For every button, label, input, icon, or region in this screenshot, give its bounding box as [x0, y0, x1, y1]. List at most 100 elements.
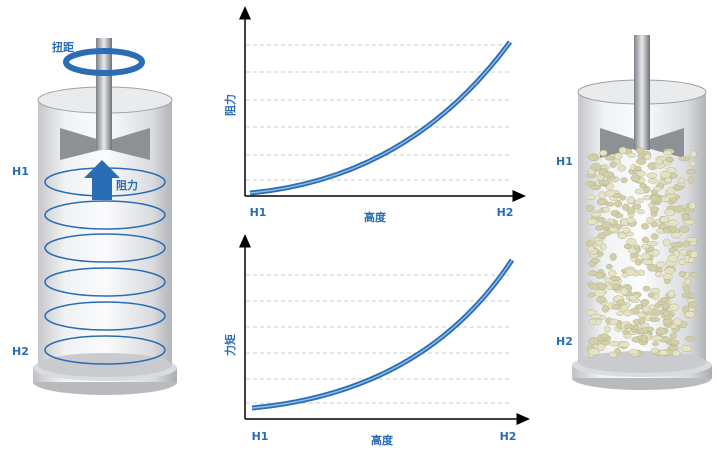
particle — [682, 214, 689, 220]
particle — [591, 258, 599, 263]
particle — [685, 336, 694, 341]
particle — [591, 314, 601, 319]
particle — [617, 311, 624, 315]
bottom-chart — [245, 240, 524, 419]
particle — [596, 240, 603, 245]
particle — [685, 311, 695, 317]
particle — [637, 209, 644, 214]
particle — [648, 179, 657, 184]
particle — [605, 156, 615, 161]
particle — [645, 327, 654, 331]
particle — [618, 165, 626, 171]
particle — [669, 304, 679, 311]
x-end-label: H2 — [500, 430, 517, 443]
particle — [596, 296, 606, 303]
particle — [651, 348, 658, 353]
particle — [587, 219, 598, 225]
particle — [686, 237, 697, 242]
particle — [629, 295, 637, 300]
particle — [650, 195, 659, 202]
particle — [635, 189, 645, 194]
particle — [622, 273, 628, 278]
particle — [660, 297, 669, 302]
particle — [684, 220, 694, 225]
particle — [680, 226, 689, 233]
particle — [668, 255, 677, 262]
particle — [671, 242, 681, 247]
particle — [688, 257, 694, 262]
x-end-label: H2 — [497, 206, 514, 219]
particle — [663, 273, 672, 279]
particle — [681, 345, 691, 352]
particle — [665, 178, 672, 183]
particle — [624, 244, 632, 249]
torque-label: 扭距 — [52, 40, 74, 54]
particle — [627, 153, 636, 158]
particle — [643, 195, 651, 200]
particle — [669, 340, 679, 345]
particle — [612, 283, 619, 290]
particle — [610, 162, 617, 168]
particle — [614, 153, 622, 159]
particle — [627, 218, 636, 223]
particle — [586, 241, 595, 246]
particle — [663, 310, 669, 316]
particle — [665, 157, 672, 161]
particle — [683, 286, 690, 293]
particle — [643, 286, 650, 291]
particle — [608, 270, 616, 276]
particle — [635, 259, 642, 266]
particle — [647, 173, 657, 179]
particle — [636, 158, 646, 165]
particle — [679, 271, 686, 276]
particle — [642, 237, 649, 243]
x-axis-label: 高度 — [364, 210, 387, 224]
particle — [670, 333, 676, 339]
particle — [652, 336, 663, 341]
particle — [642, 306, 650, 312]
particle — [674, 206, 684, 212]
particle — [671, 232, 680, 238]
particle — [659, 350, 668, 355]
curve-highlight — [250, 42, 510, 193]
particle — [610, 253, 617, 260]
particle — [627, 208, 635, 215]
particle — [664, 151, 672, 156]
particle — [690, 151, 696, 158]
particle — [650, 207, 659, 213]
particle — [650, 309, 660, 316]
particle — [588, 245, 595, 252]
x-start-label: H1 — [252, 430, 269, 443]
particle — [621, 178, 628, 183]
particle — [612, 304, 622, 310]
particle — [599, 192, 606, 199]
particle — [610, 276, 620, 281]
resistance-label: 阻力 — [116, 178, 138, 192]
particle — [670, 197, 677, 202]
particle — [647, 264, 657, 271]
particle — [600, 334, 608, 339]
particle — [689, 202, 696, 209]
particle — [634, 245, 640, 250]
particle — [682, 293, 690, 298]
particle — [638, 270, 645, 276]
curve-highlight — [252, 260, 512, 408]
particle — [688, 301, 697, 308]
y-axis-label: 力矩 — [223, 334, 237, 356]
particle — [640, 183, 647, 188]
particle — [609, 319, 618, 325]
particle — [588, 348, 599, 355]
h2-label: H2 — [556, 335, 573, 348]
particle — [604, 326, 610, 333]
particle — [630, 253, 639, 257]
particle — [615, 200, 622, 207]
particle — [651, 234, 658, 240]
h1-label: H1 — [12, 165, 29, 178]
particle — [603, 171, 613, 177]
particle — [660, 171, 671, 178]
particle — [618, 233, 627, 239]
particle — [609, 352, 617, 358]
particle — [668, 187, 675, 194]
particle — [591, 212, 600, 217]
right-cylinder — [572, 35, 712, 390]
